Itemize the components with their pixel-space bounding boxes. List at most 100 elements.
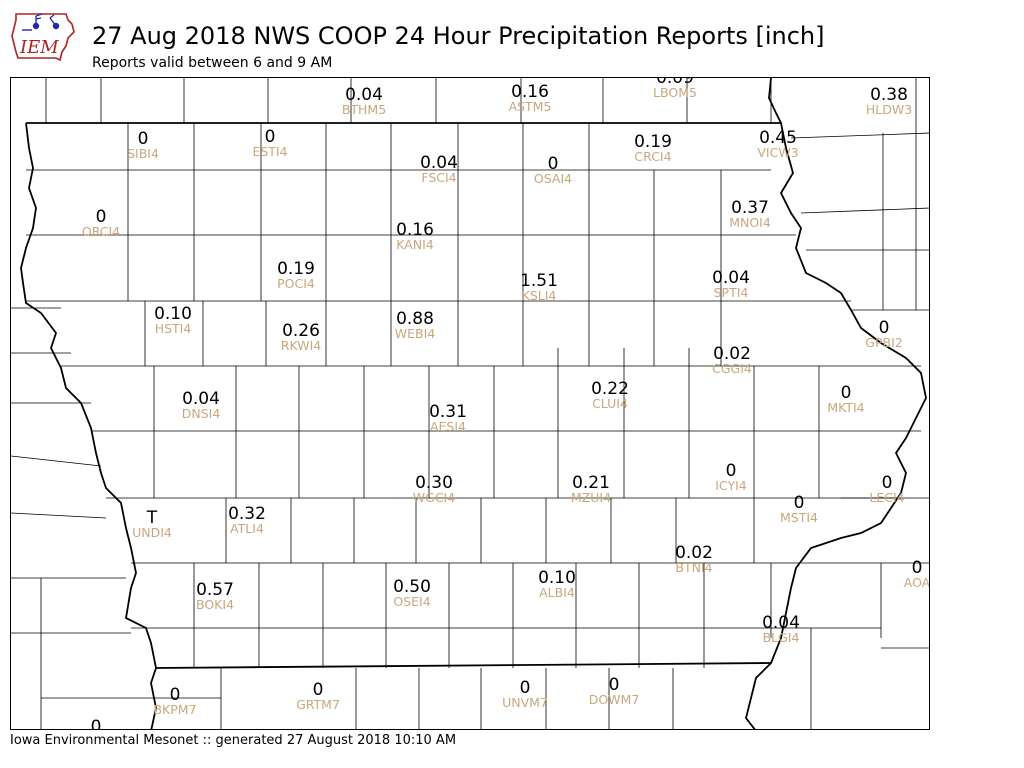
station-id: KANI4 xyxy=(396,237,434,252)
precip-value: 0.16 xyxy=(511,82,549,102)
map-subtitle: Reports valid between 6 and 9 AM xyxy=(92,55,333,71)
station-id: AOA xyxy=(903,575,930,590)
station-id: ESTI4 xyxy=(252,144,288,159)
station-plot: 0.50 OSEI4 xyxy=(352,578,472,608)
logo-text: IEM xyxy=(19,37,59,58)
station-plot: 0.02 BTNI4 xyxy=(634,544,754,574)
station-id: FSCI4 xyxy=(421,170,457,185)
map-title: 27 Aug 2018 NWS COOP 24 Hour Precipitati… xyxy=(92,22,825,50)
station-plot: 0 MKTI4 xyxy=(786,384,906,414)
station-id: MZUI4 xyxy=(570,490,612,505)
station-id: LBOM5 xyxy=(653,85,697,100)
station-plot: 0 MSTI4 xyxy=(739,494,859,524)
precip-value: 0.16 xyxy=(396,220,434,240)
precip-value: 1.51 xyxy=(520,271,558,291)
precip-value: 0.30 xyxy=(415,473,453,493)
station-plot: 0 SIBI4 xyxy=(83,130,203,160)
station-id: BTNI4 xyxy=(675,560,713,575)
station-id: BOKI4 xyxy=(195,597,235,612)
station-plot: 0.04 DNSI4 xyxy=(141,390,261,420)
precip-value: 0.50 xyxy=(393,577,431,597)
station-id: KSLI4 xyxy=(521,288,557,303)
station-id: MKTI4 xyxy=(827,400,865,415)
precip-value: 0.04 xyxy=(762,613,800,633)
precip-value: 0 xyxy=(608,675,620,695)
station-plot: 0.10 ALBI4 xyxy=(497,569,617,599)
precipitation-map: 0.04 BTHM5 0.16 ASTM5 0.09 LBOM5 0.38 HL… xyxy=(10,77,930,730)
station-id: WGCI4 xyxy=(412,490,456,505)
precip-value: 0.02 xyxy=(713,344,751,364)
station-plot: 0.02 CGGI4 xyxy=(672,345,792,375)
precip-value: 0 xyxy=(547,154,559,174)
weather-symbols-icon xyxy=(22,13,60,31)
station-plot: 0.30 WGCI4 xyxy=(374,474,494,504)
station-plot: 0 ESTI4 xyxy=(210,128,330,158)
precip-value: 0.04 xyxy=(712,268,750,288)
station-plot: T UNDI4 xyxy=(92,509,212,539)
precip-value: 0.19 xyxy=(277,259,315,279)
station-id: GRTM7 xyxy=(296,697,340,712)
station-id: BKPM7 xyxy=(153,702,197,717)
station-id: ASTM5 xyxy=(508,99,552,114)
station-id: ATLI4 xyxy=(230,521,264,536)
station-id: BLGI4 xyxy=(762,630,800,645)
precip-value: 0 xyxy=(169,685,181,705)
station-plot: 0.45 VICW3 xyxy=(718,129,838,159)
precip-value: 0 xyxy=(264,127,276,147)
precip-value: 0 xyxy=(90,717,102,730)
station-id: VICW3 xyxy=(757,145,799,160)
station-plot: 0 xyxy=(36,717,156,730)
station-id: HSTI4 xyxy=(154,321,192,336)
station-plot: 0.10 HSTI4 xyxy=(113,305,233,335)
precip-value: 0.45 xyxy=(759,128,797,148)
station-id: AESI4 xyxy=(429,419,467,434)
precip-value: 0 xyxy=(95,207,107,227)
station-id: GPBI2 xyxy=(865,335,903,350)
station-plot: 0 GRTM7 xyxy=(258,681,378,711)
station-id: MNOI4 xyxy=(729,215,771,230)
station-plot: 0.09 LBOM5 xyxy=(615,77,735,100)
station-id: SPTI4 xyxy=(713,285,749,300)
station-plot: 0 DOWM7 xyxy=(554,676,674,706)
station-plot: 0.21 MZUI4 xyxy=(531,474,651,504)
precip-value: 0.09 xyxy=(656,77,694,88)
precip-value: 0.37 xyxy=(731,198,769,218)
station-plot: 0 GPBI2 xyxy=(824,318,929,350)
station-id: OSAI4 xyxy=(533,171,573,186)
station-plot: 0.04 SPTI4 xyxy=(671,269,791,299)
precip-value: T xyxy=(146,508,158,528)
station-plot: 0.04 BLGI4 xyxy=(721,614,841,644)
precip-value: 0.38 xyxy=(870,85,908,105)
precip-value: 0 xyxy=(840,383,852,403)
station-id: ICYI4 xyxy=(715,478,747,493)
station-plot: 0.38 HLDW3 xyxy=(829,85,929,117)
station-id: SIBI4 xyxy=(127,146,159,161)
iowa-state-outline-icon xyxy=(11,13,75,62)
station-id: DNSI4 xyxy=(181,406,221,421)
station-plot: 0.16 ASTM5 xyxy=(470,83,590,113)
station-plot: 0 UNVM7 xyxy=(465,679,585,709)
station-plot: 0 ICYI4 xyxy=(671,462,791,492)
precip-value: 0.04 xyxy=(345,85,383,105)
station-plot: 0.57 BOKI4 xyxy=(155,581,275,611)
station-plot: 0.04 BTHM5 xyxy=(304,86,424,116)
precip-value: 0 xyxy=(878,318,890,338)
station-id: UNVM7 xyxy=(502,695,548,710)
precip-value: 0.04 xyxy=(420,153,458,173)
station-plot: 0.32 ATLI4 xyxy=(187,505,307,535)
station-id: CGGI4 xyxy=(712,361,752,376)
station-id: ORCI4 xyxy=(81,224,121,239)
station-plot: 0 LECI4 xyxy=(827,474,929,504)
precip-value: 0.22 xyxy=(591,379,629,399)
station-plot: 0 ORCI4 xyxy=(41,208,161,238)
station-id: CRCI4 xyxy=(634,149,672,164)
precip-value: 0 xyxy=(137,129,149,149)
station-id: HLDW3 xyxy=(865,102,913,117)
precip-value: 0.88 xyxy=(396,309,434,329)
station-id: BTHM5 xyxy=(341,102,387,117)
station-plot: 0.26 RKWI4 xyxy=(241,322,361,352)
station-id: POCI4 xyxy=(277,276,315,291)
station-plot: 0.88 WEBI4 xyxy=(355,310,475,340)
precip-value: 0.21 xyxy=(572,473,610,493)
station-plot: 1.51 KSLI4 xyxy=(479,272,599,302)
